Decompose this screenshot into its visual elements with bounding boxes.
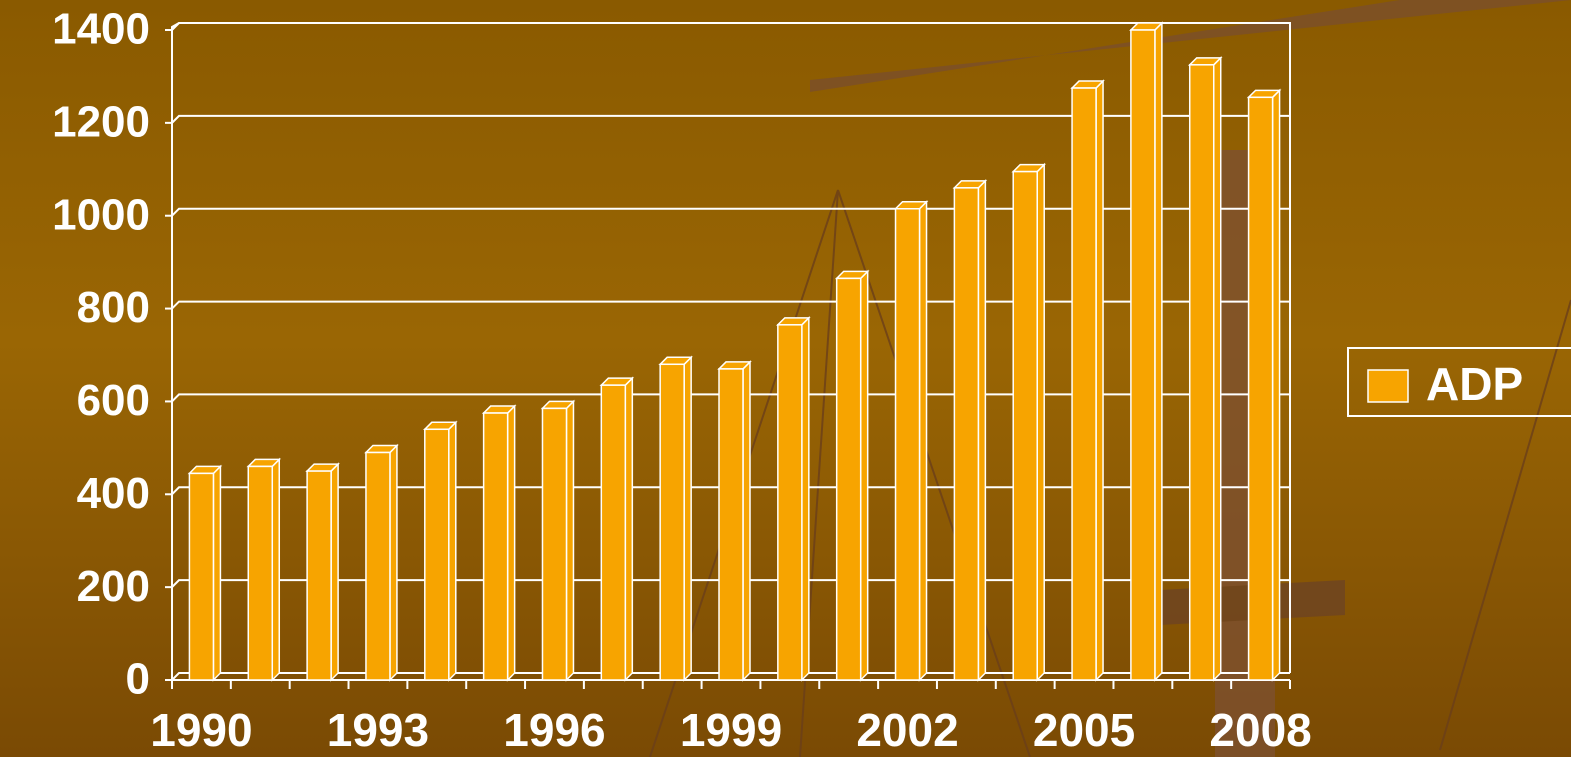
x-tick-label: 1996 (503, 704, 605, 756)
y-tick-label: 1000 (52, 190, 150, 239)
bar-side (330, 462, 339, 682)
grid-line (171, 114, 1290, 124)
bar-side (1271, 88, 1281, 682)
legend-label: ADP (1426, 358, 1523, 410)
bar (1071, 87, 1097, 681)
x-tick-label: 1993 (327, 704, 429, 756)
x-tick-label: 2005 (1033, 704, 1135, 756)
bar (777, 324, 803, 681)
x-tick-label: 2008 (1209, 704, 1311, 756)
legend-swatch (1367, 369, 1409, 403)
bar-side (742, 360, 751, 682)
y-tick-label: 600 (77, 376, 150, 425)
y-tick-label: 1200 (52, 97, 150, 146)
x-tick-label: 1990 (150, 704, 252, 756)
bar-side (1212, 56, 1222, 682)
bar (1012, 170, 1038, 681)
bar (247, 465, 274, 681)
y-tick-label: 0 (126, 655, 150, 704)
bar (835, 277, 862, 681)
bar-side (624, 376, 634, 682)
bar-side (977, 179, 987, 682)
legend-box (1347, 347, 1571, 417)
bar (1130, 29, 1156, 681)
bar-side (683, 355, 692, 682)
bar-side (859, 269, 869, 682)
bar (659, 363, 685, 681)
x-tick-label: 1999 (680, 704, 782, 756)
bar (306, 470, 332, 681)
bar (482, 412, 509, 681)
bar-side (801, 316, 810, 682)
bar-side (1036, 162, 1045, 682)
y-tick-label: 1400 (52, 5, 150, 54)
bar (188, 472, 215, 681)
y-tick-label: 800 (77, 283, 150, 332)
y-tick-label: 400 (77, 469, 150, 518)
bar-side (212, 464, 222, 682)
bar (600, 384, 627, 681)
bar-side (1095, 79, 1104, 682)
bar (1188, 64, 1215, 681)
y-tick-label: 200 (77, 562, 150, 611)
bar (718, 368, 744, 681)
bar-side (506, 404, 516, 682)
grid-line (171, 22, 1290, 31)
bar-side (1154, 21, 1163, 682)
bar-side (389, 443, 398, 682)
bar-side (271, 457, 281, 682)
bar-side (918, 199, 928, 682)
bar (894, 208, 921, 681)
bar (1247, 96, 1274, 681)
bar (541, 407, 568, 681)
bar (953, 187, 980, 681)
bar-side (565, 399, 575, 682)
x-tick-label: 2002 (856, 704, 958, 756)
bar (365, 451, 391, 681)
bar-side (448, 420, 457, 682)
bar (424, 428, 450, 681)
